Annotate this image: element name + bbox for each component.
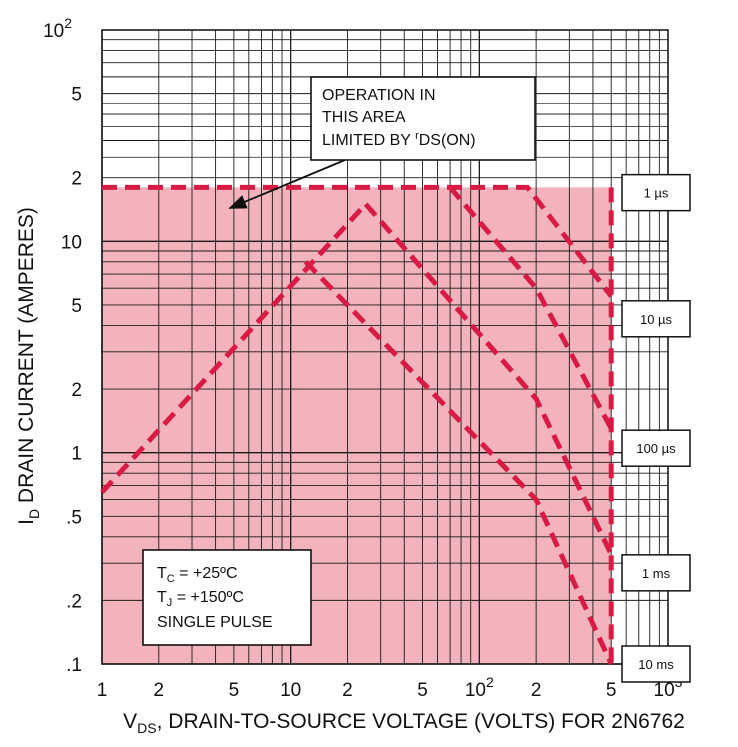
- pulse-label-text: 10 ms: [638, 657, 674, 672]
- rds-annotation-line-2: THIS AREA: [322, 109, 406, 126]
- x-tick-label: 5: [606, 680, 617, 701]
- x-axis-title: VDS, DRAIN-TO-SOURCE VOLTAGE (VOLTS) FOR…: [123, 710, 685, 736]
- x-tick-label: 10: [280, 680, 301, 701]
- x-tick-label: 2: [342, 680, 353, 701]
- y-tick-label: 2: [71, 169, 82, 190]
- y-tick-label: .5: [66, 507, 82, 528]
- pulse-label-box: [621, 554, 691, 592]
- rds-annotation-box: [310, 76, 536, 161]
- y-tick-label: 2: [71, 380, 82, 401]
- y-tick-label: 1: [71, 444, 82, 465]
- pulse-label-text: 1 ms: [642, 566, 671, 581]
- pulse-label: 10 ms: [621, 645, 691, 683]
- conditions-box: [142, 549, 312, 646]
- test-conditions-annotation: TC = +25ºC TJ = +150ºC SINGLE PULSE: [142, 549, 312, 646]
- series-line-10-ms: [100, 202, 368, 494]
- pulse-label-text: 1 µs: [644, 186, 669, 201]
- rds-annotation-line-1: OPERATION IN: [322, 87, 436, 104]
- y-axis-title: ID DRAIN CURRENT (AMPERES): [15, 207, 42, 525]
- pulse-label: 100 µs: [621, 429, 691, 467]
- pulse-label-box: [621, 645, 691, 683]
- x-tick-label: 2: [154, 680, 165, 701]
- y-tick-label: 5: [71, 296, 82, 317]
- plot-frame: [101, 29, 669, 665]
- pulse-width-labels: 1 µs 10 µs 100 µs 1 ms 10 ms: [621, 173, 691, 683]
- pulse-label-box: [621, 173, 691, 212]
- conditions-single-pulse: SINGLE PULSE: [157, 614, 273, 631]
- pulse-label-box: [621, 300, 691, 338]
- y-tick-label: 10: [61, 232, 82, 253]
- rds-annotation-line-3: LIMITED BY rDS(ON): [322, 130, 476, 149]
- conditions-tc: TC = +25ºC: [157, 565, 238, 585]
- rds-annotation-limited-by: LIMITED BY: [322, 132, 415, 149]
- x-tick-label: 102: [465, 674, 494, 701]
- series-line-10-s: [448, 185, 614, 430]
- series-line-1-s: [102, 184, 614, 298]
- pulse-label: 1 ms: [621, 554, 691, 592]
- x-tick-labels: 125102510225103: [97, 674, 683, 701]
- rds-annotation-arrow: [228, 159, 346, 209]
- pulse-label: 10 µs: [621, 300, 691, 338]
- pulse-label-text: 10 µs: [640, 312, 673, 327]
- grid-lines: [101, 30, 668, 665]
- pulse-label-box: [621, 429, 691, 467]
- y-tick-label: .1: [66, 655, 82, 676]
- x-tick-label: 5: [417, 680, 428, 701]
- y-tick-label: .2: [66, 591, 82, 612]
- rds-limit-annotation: OPERATION IN THIS AREA LIMITED BY rDS(ON…: [228, 76, 536, 209]
- series-line-1-ms: [303, 260, 614, 666]
- y-tick-labels: 102 5 2 10 5 2 1 .5 .2 .1: [43, 15, 82, 676]
- pulse-label-text: 100 µs: [636, 441, 676, 456]
- y-tick-label: 5: [71, 85, 82, 106]
- rds-annotation-r-symbol: r: [415, 130, 419, 142]
- y-tick-label: 102: [43, 15, 72, 42]
- pulse-label: 1 µs: [621, 173, 691, 212]
- series-line-100-s: [363, 202, 614, 556]
- x-tick-label: 2: [531, 680, 542, 701]
- conditions-tj: TJ = +150ºC: [157, 589, 244, 609]
- dashed-limit-lines: [100, 184, 614, 666]
- rds-annotation-ds-on: DS(ON): [419, 132, 476, 149]
- x-tick-label: 1: [97, 680, 108, 701]
- x-tick-label: 5: [229, 680, 240, 701]
